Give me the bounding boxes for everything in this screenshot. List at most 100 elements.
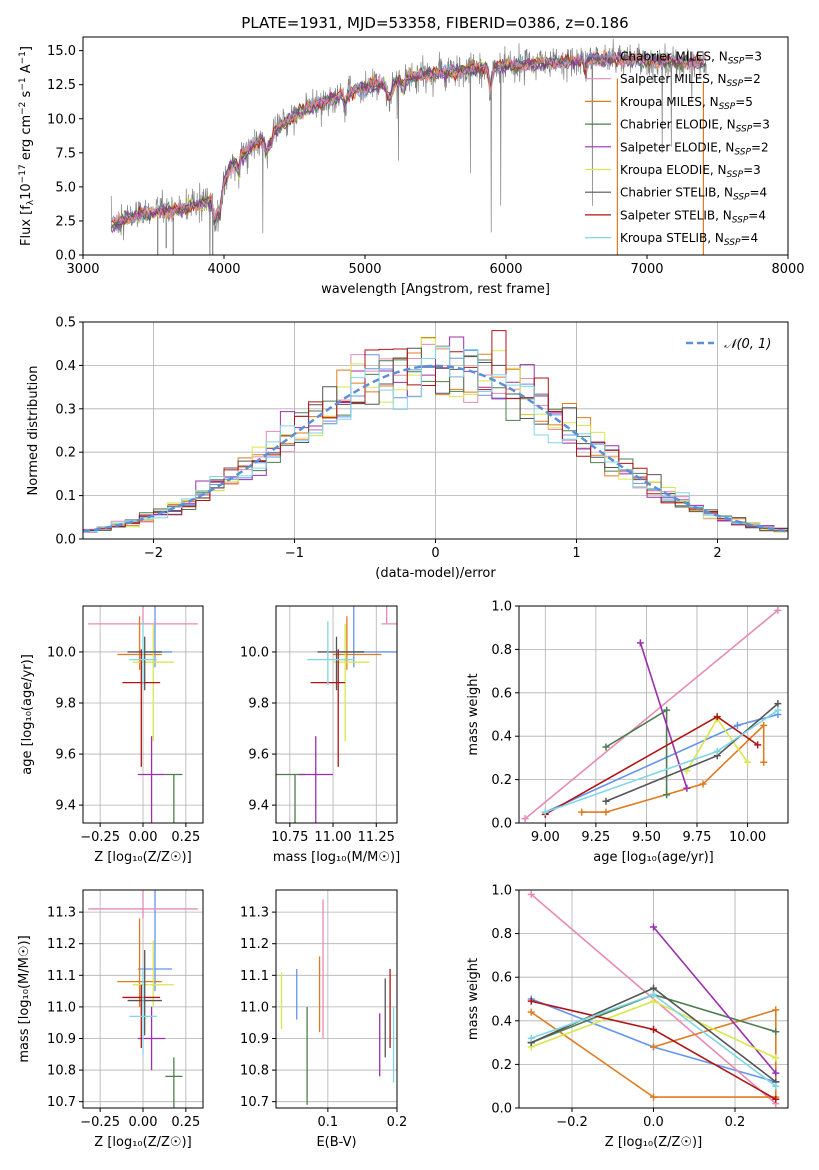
y-tick-label: 0.4	[491, 730, 512, 745]
x-tick-label: 6000	[489, 262, 522, 277]
y-tick-label: 0.8	[491, 643, 512, 658]
weight-point	[772, 1054, 780, 1062]
weight-point	[713, 747, 721, 755]
weight-point	[663, 706, 671, 714]
x-tick-label: 0	[431, 546, 439, 561]
age_vs_Z-plot-area	[83, 606, 203, 823]
x-tick-label: 0.00	[129, 1115, 158, 1130]
legend-label: Kroupa ELODIE, NSSP=3	[620, 163, 761, 180]
normal-curve	[83, 364, 788, 533]
x-tick-label: 0.2	[725, 1115, 746, 1130]
weight_vs_age-panel: 9.00 9.25 9.50 9.75 10.00 0.0 0.2 0.4 0.6 0.8 1.0 a…	[466, 600, 789, 865]
y-axis-label: mass [log₁₀(M/M☉)]	[17, 935, 32, 1062]
weight-point	[774, 606, 782, 614]
axes-frame	[82, 321, 789, 540]
weight-point	[650, 1093, 657, 1101]
y-tick-label: 15.0	[47, 44, 76, 59]
y-tick-label: 0.2	[55, 446, 76, 461]
weight-point	[650, 923, 657, 931]
legend-label: 𝒩(0, 1)	[724, 337, 771, 352]
x-tick-label: 0.00	[129, 830, 158, 845]
y-tick-label: 9.6	[248, 748, 269, 763]
weight_vs_Z-plot-area	[519, 890, 788, 1108]
y-tick-label: 10.8	[47, 1064, 76, 1079]
weight-point	[650, 984, 657, 992]
y-tick-label: 1.0	[491, 884, 512, 899]
y-tick-label: 9.4	[55, 799, 76, 814]
axes-frame	[82, 605, 204, 824]
weight-line	[605, 708, 668, 795]
legend-label: Chabrier MILES, NSSP=3	[620, 50, 762, 67]
y-tick-label: 1.0	[491, 600, 512, 615]
axes-frame	[275, 889, 398, 1109]
y-tick-label: 0.4	[491, 1014, 512, 1029]
age_vs_mass-panel: 10.75 11.00 11.25 9.4 9.6 9.8 10.0 mass [log₁₀(…	[240, 605, 400, 865]
weight-point	[636, 639, 644, 647]
age_vs_mass-plot-area	[276, 606, 397, 823]
y-tick-label: 11.2	[240, 937, 269, 952]
weight-point	[774, 700, 782, 708]
y-tick-label: 10.9	[47, 1032, 76, 1047]
legend-label: Salpeter MILES, NSSP=2	[620, 72, 761, 89]
weight-point	[683, 784, 691, 792]
weight-point	[772, 1069, 780, 1077]
y-tick-label: 0.0	[491, 817, 512, 832]
weight-point	[578, 808, 586, 816]
weight-point	[774, 706, 782, 714]
y-tick-label: 11.0	[240, 1000, 269, 1015]
y-tick-label: 12.5	[47, 78, 76, 93]
y-tick-label: 10.0	[47, 112, 76, 127]
x-axis-label: Z [log₁₀(Z/Z☉)]	[94, 850, 191, 865]
y-tick-label: 9.8	[55, 697, 76, 712]
axes-frame	[518, 605, 789, 824]
mass_vs_ebv-panel: 0.1 0.2 10.7 10.8 10.9 11.0 11.1 11.2 11.3 E(B-V)	[240, 889, 408, 1150]
legend-label: Salpeter ELODIE, NSSP=2	[620, 140, 769, 157]
x-axis-label: (data-model)/error	[375, 566, 496, 581]
weight-point	[754, 741, 762, 749]
weight-point	[521, 815, 529, 823]
weight-point	[699, 780, 707, 788]
x-tick-label: 11.00	[314, 830, 351, 845]
x-tick-label: 7000	[630, 262, 663, 277]
legend-label: Chabrier ELODIE, NSSP=3	[620, 118, 770, 135]
y-tick-label: 11.3	[47, 906, 76, 921]
weight-point	[527, 997, 535, 1005]
x-tick-label: −0.25	[80, 1115, 120, 1130]
weight-point	[713, 713, 721, 721]
weight-point	[650, 997, 657, 1005]
weight-point	[760, 721, 768, 729]
x-tick-label: 3000	[66, 262, 99, 277]
x-tick-label: 0.1	[318, 1115, 339, 1130]
weight-point	[527, 1034, 535, 1042]
x-tick-label: 0.2	[387, 1115, 408, 1130]
y-tick-label: 0.0	[491, 1102, 512, 1117]
histogram-salpeter-stelib	[83, 330, 788, 531]
legend-label: Kroupa MILES, NSSP=5	[620, 95, 753, 112]
y-tick-label: 10.0	[240, 645, 269, 660]
y-tick-label: 11.0	[47, 1000, 76, 1015]
weight-line	[524, 609, 779, 820]
weight_vs_Z-panel: −0.2 0.0 0.2 0.0 0.2 0.4 0.6 0.8 1.0 Z [log₁₀(Z/Z…	[466, 884, 789, 1150]
weight_vs_age-plot-area	[519, 606, 788, 823]
y-tick-label: 11.2	[47, 937, 76, 952]
y-tick-label: 0.0	[55, 249, 76, 264]
mass_vs_Z-panel: −0.25 0.00 0.25 10.7 10.8 10.9 11.0 11.1 11.2 11.…	[17, 889, 204, 1150]
x-tick-label: −2	[144, 546, 163, 561]
x-tick-label: 11.25	[358, 830, 395, 845]
mass_vs_Z-plot-area	[83, 890, 203, 1108]
x-axis-label: Z [log₁₀(Z/Z☉)]	[605, 1135, 702, 1150]
weight-point	[733, 721, 741, 729]
y-tick-label: 0.4	[55, 359, 76, 374]
weight-point	[527, 1008, 535, 1016]
y-axis-label: mass weight	[466, 958, 481, 1040]
x-tick-label: 5000	[348, 262, 381, 277]
y-tick-label: 11.1	[47, 969, 76, 984]
y-tick-label: 0.8	[491, 927, 512, 942]
weight-point	[772, 1082, 780, 1090]
x-axis-label: age [log₁₀(age/yr)]	[593, 850, 714, 865]
weight-point	[602, 808, 610, 816]
y-tick-label: 0.2	[491, 1058, 512, 1073]
x-axis-label: Z [log₁₀(Z/Z☉)]	[94, 1135, 191, 1150]
y-tick-label: 11.1	[240, 969, 269, 984]
